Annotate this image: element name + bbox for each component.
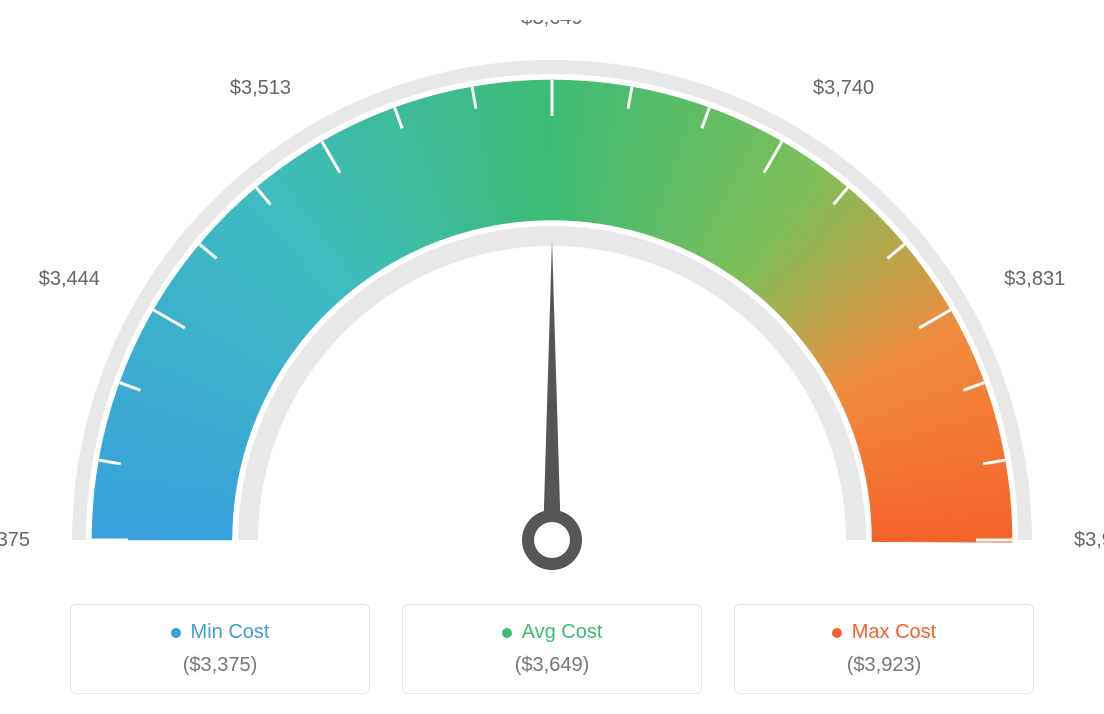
legend-text-max: Max Cost <box>852 621 936 644</box>
tick-label: $3,375 <box>0 529 30 551</box>
legend-dot-avg <box>502 628 512 638</box>
tick-label: $3,740 <box>813 77 874 99</box>
legend-card-min: Min Cost ($3,375) <box>70 604 370 694</box>
tick-label: $3,923 <box>1074 529 1104 551</box>
legend-card-avg: Avg Cost ($3,649) <box>402 604 702 694</box>
legend-row: Min Cost ($3,375) Avg Cost ($3,649) Max … <box>70 604 1034 694</box>
tick-label: $3,649 <box>521 20 582 29</box>
gauge-svg: $3,375 $3,444 $3,513 $3,649 $3,740 $3,831 $3,9… <box>0 20 1104 580</box>
legend-label-min: Min Cost <box>171 621 270 644</box>
needle-hub-hole <box>534 522 570 558</box>
legend-label-max: Max Cost <box>832 621 936 644</box>
tick-label: $3,513 <box>230 77 291 99</box>
legend-label-avg: Avg Cost <box>502 621 603 644</box>
cost-gauge-chart: $3,375 $3,444 $3,513 $3,649 $3,740 $3,831 $3,9… <box>0 20 1104 580</box>
legend-text-min: Min Cost <box>191 621 270 644</box>
legend-value-min: ($3,375) <box>99 654 341 677</box>
legend-text-avg: Avg Cost <box>522 621 603 644</box>
legend-value-max: ($3,923) <box>763 654 1005 677</box>
gauge-needle <box>543 240 561 540</box>
legend-value-avg: ($3,649) <box>431 654 673 677</box>
legend-card-max: Max Cost ($3,923) <box>734 604 1034 694</box>
tick-label: $3,444 <box>39 268 100 290</box>
legend-dot-min <box>171 628 181 638</box>
tick-label: $3,831 <box>1004 268 1065 290</box>
legend-dot-max <box>832 628 842 638</box>
